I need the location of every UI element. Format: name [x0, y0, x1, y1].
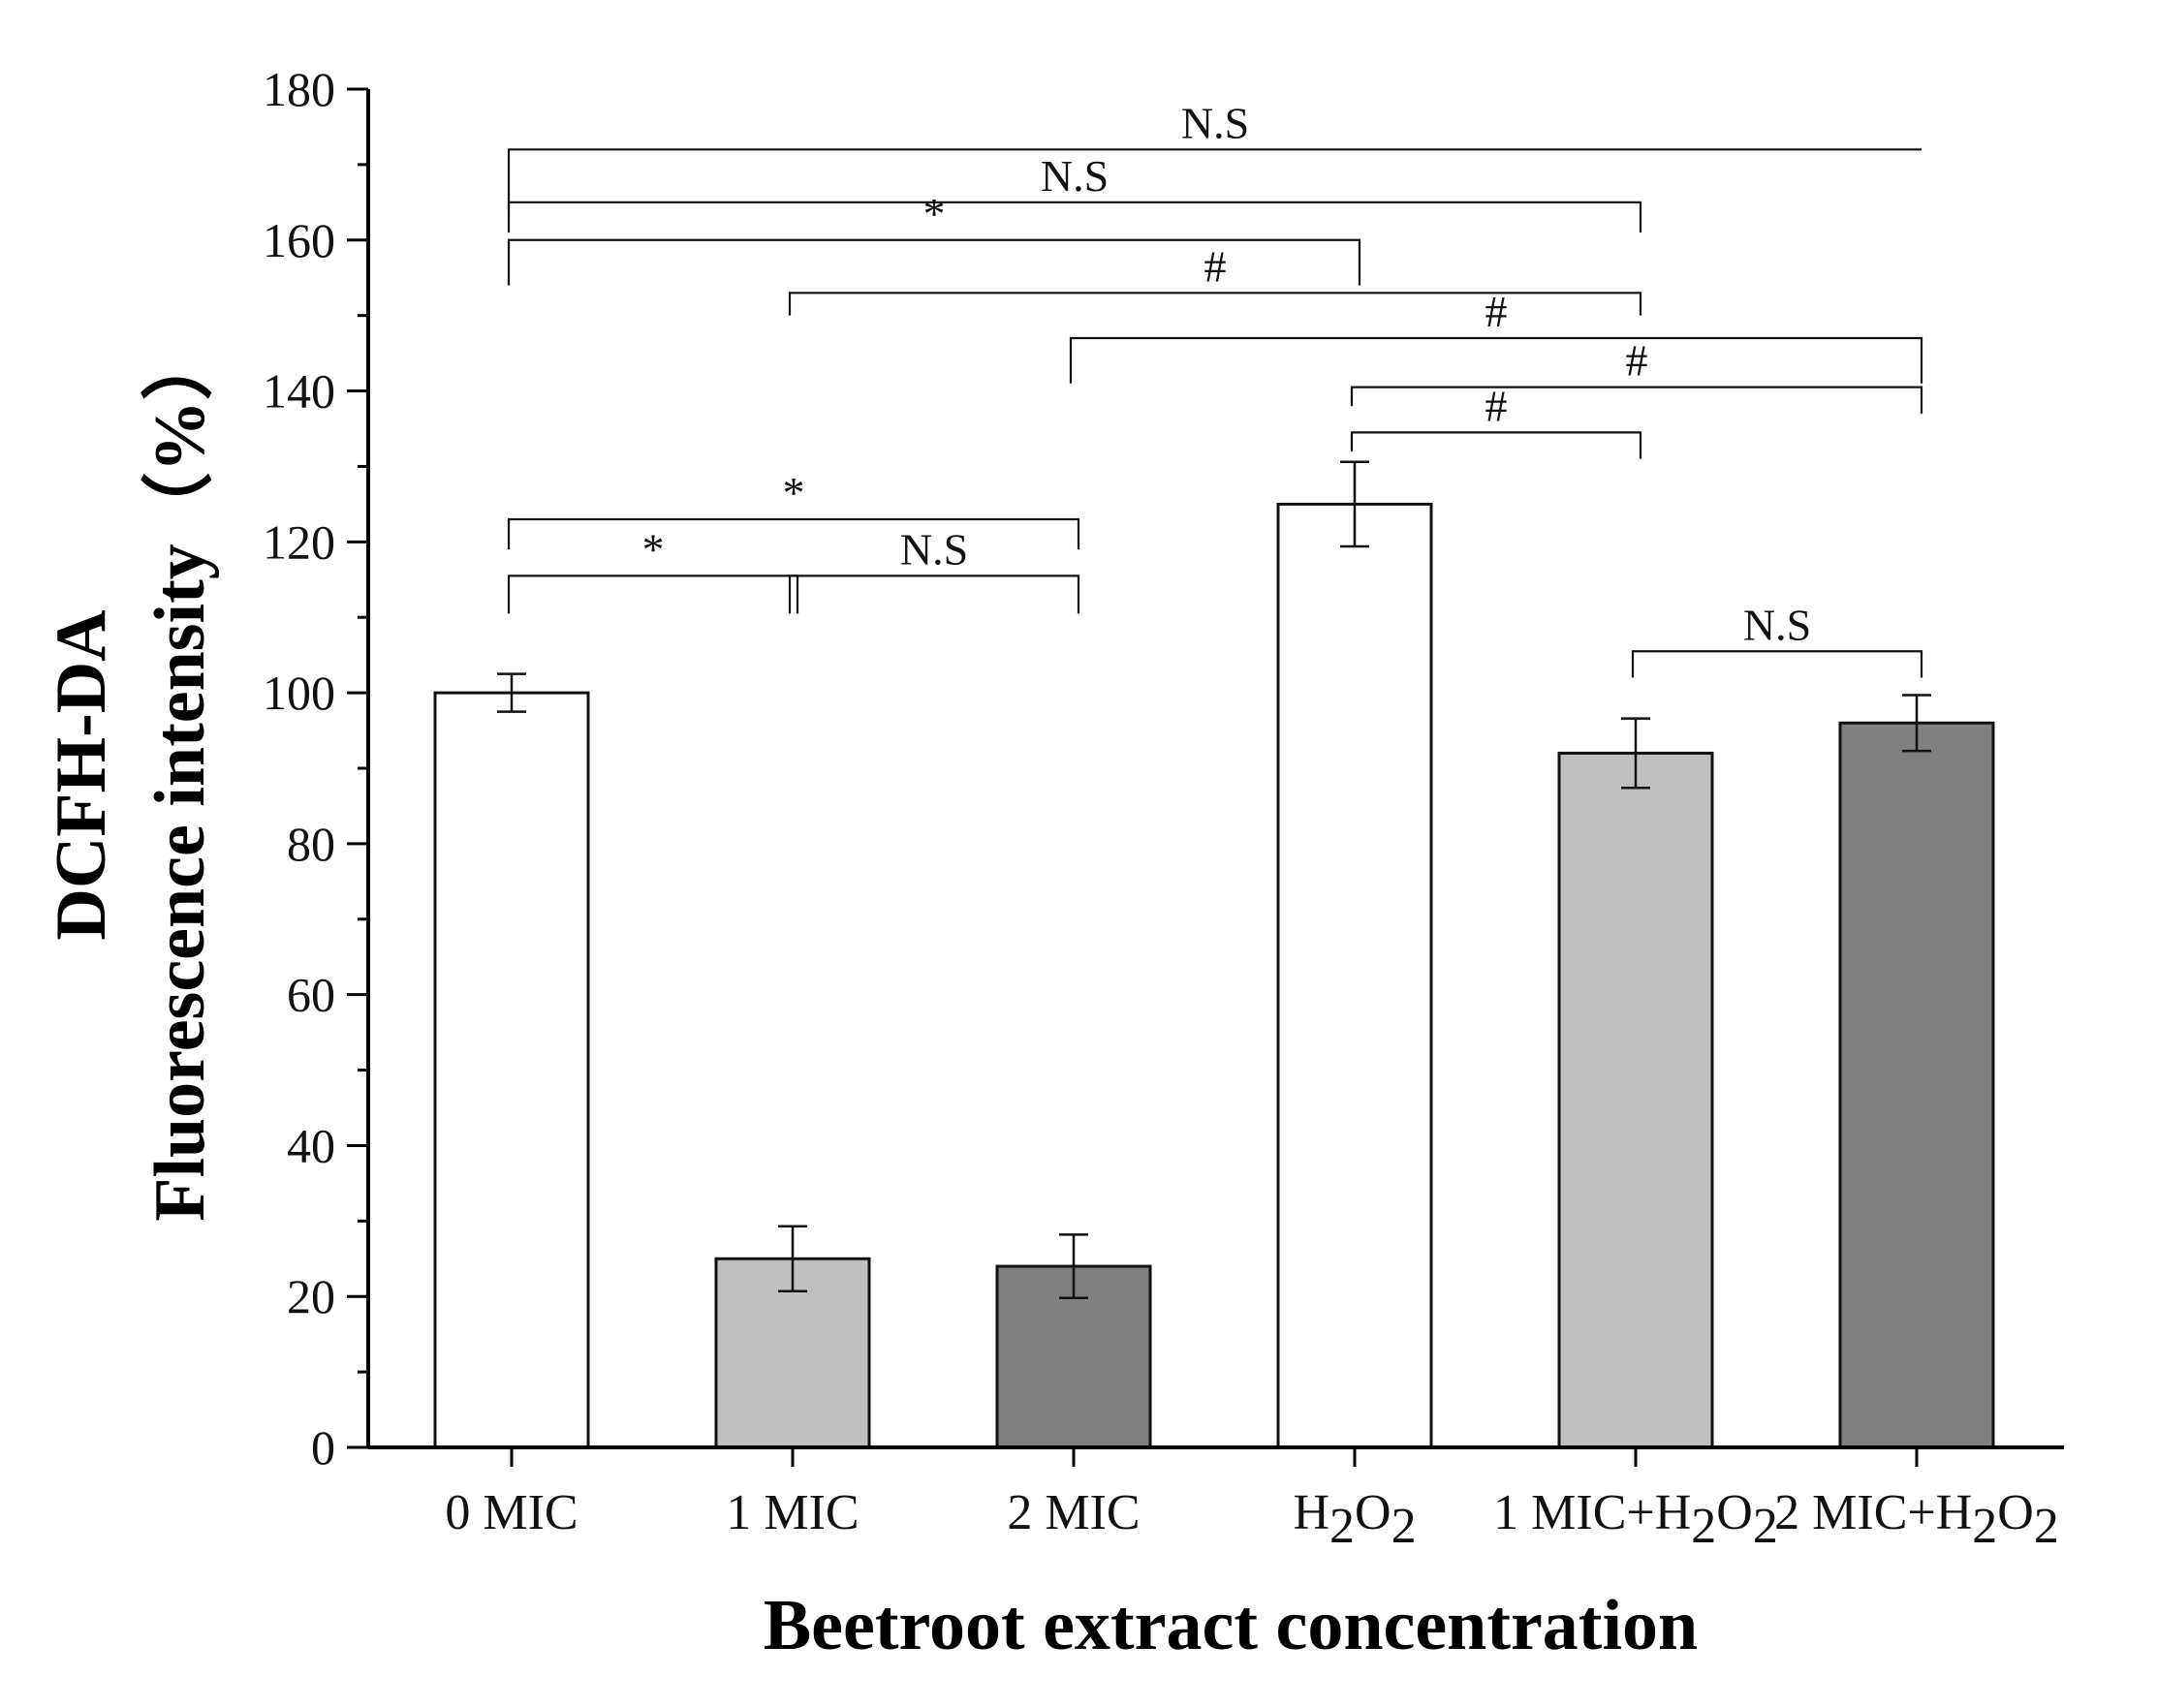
bar-4 — [1557, 751, 1714, 1449]
significance-bracket-10 — [1631, 650, 1923, 678]
y-tick-label-40: 40 — [287, 1118, 335, 1172]
x-tick-label-2: 2 MIC — [1007, 1485, 1140, 1540]
error-bar-5 — [1902, 694, 1931, 753]
y-tick-label-160: 160 — [263, 213, 335, 267]
significance-label-5: # — [1626, 336, 1648, 386]
significance-label-10: N.S — [1743, 600, 1811, 649]
significance-label-3: # — [1204, 241, 1227, 291]
y-axis-title-line1: DCFH-DA — [42, 609, 121, 940]
y-tick-label-80: 80 — [287, 817, 335, 871]
y-tick-label-180: 180 — [263, 62, 335, 116]
error-bar-1 — [778, 1225, 807, 1293]
significance-bracket-2 — [507, 238, 1361, 286]
bar-5 — [1838, 721, 1995, 1449]
error-bar-2 — [1059, 1233, 1088, 1300]
error-bar-3 — [1340, 460, 1369, 548]
y-tick-label-120: 120 — [263, 514, 335, 569]
x-tick-label-3: H2O2 — [1293, 1485, 1416, 1554]
significance-bracket-6 — [1350, 431, 1642, 459]
significance-bracket-4 — [1069, 336, 1923, 384]
x-tick-label-1: 1 MIC — [726, 1485, 859, 1540]
significance-bracket-1 — [507, 201, 1642, 233]
x-tick-label-5: 2 MIC+H2O2 — [1774, 1485, 2059, 1554]
error-bar-4 — [1621, 717, 1650, 790]
significance-bracket-3 — [788, 292, 1642, 316]
y-tick-label-60: 60 — [287, 968, 335, 1022]
significance-label-4: # — [1485, 287, 1508, 336]
significance-bracket-8 — [507, 575, 799, 614]
significance-bracket-0 — [507, 148, 1922, 210]
significance-label-1: N.S — [1041, 151, 1109, 201]
y-tick-label-100: 100 — [263, 666, 335, 720]
significance-bracket-9 — [788, 575, 1080, 614]
significance-label-6: # — [1485, 381, 1508, 430]
significance-label-8: * — [642, 524, 665, 574]
bar-3 — [1276, 502, 1433, 1449]
x-tick-label-4: 1 MIC+H2O2 — [1493, 1485, 1778, 1554]
significance-label-2: * — [923, 189, 946, 238]
x-tick-label-0: 0 MIC — [445, 1485, 578, 1540]
y-tick-label-0: 0 — [311, 1420, 335, 1475]
significance-label-9: N.S — [900, 524, 968, 574]
significance-label-7: * — [783, 468, 805, 517]
error-bar-0 — [497, 672, 526, 713]
y-tick-label-140: 140 — [263, 364, 335, 419]
bar-0 — [433, 691, 590, 1449]
significance-bracket-7 — [507, 517, 1080, 550]
x-axis-title: Beetroot extract concentration — [764, 1586, 1698, 1665]
y-tick-label-20: 20 — [287, 1269, 335, 1323]
significance-label-0: N.S — [1181, 98, 1249, 147]
significance-bracket-5 — [1350, 386, 1923, 414]
y-axis-title-line2: Fluorescence intensity（%） — [141, 328, 220, 1221]
